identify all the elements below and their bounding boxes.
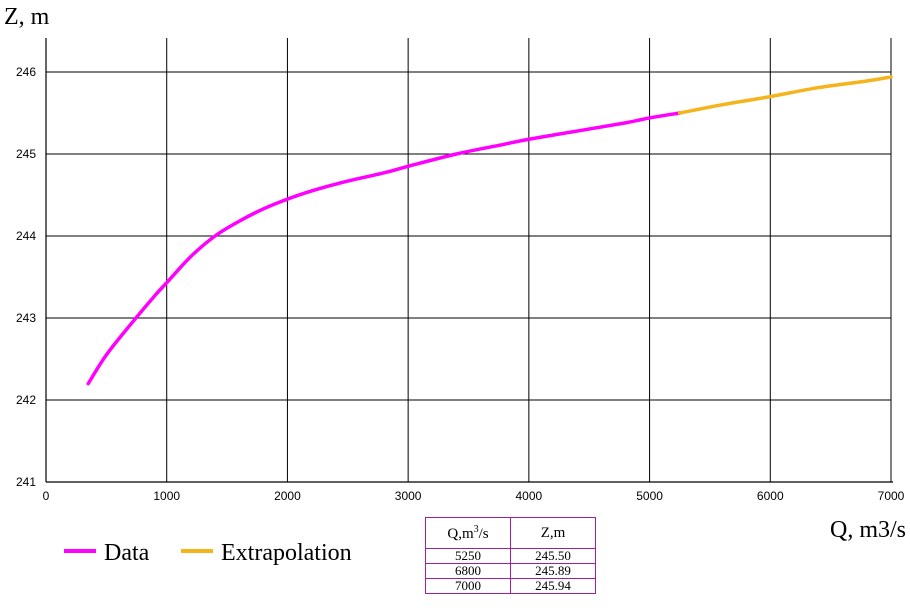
y-tick-label: 242	[16, 393, 36, 407]
legend-label: Data	[104, 540, 150, 566]
x-tick-label: 5000	[636, 489, 663, 503]
table-cell-z: 245.94	[510, 578, 596, 594]
x-tick-label: 0	[43, 489, 50, 503]
table-header-q: Q,m3/s	[425, 517, 511, 549]
series-layer	[86, 75, 893, 386]
table-cell-z: 245.89	[510, 563, 596, 579]
legend: Data Extrapolation	[64, 540, 352, 566]
table-row: 6800 245.89	[425, 563, 596, 579]
x-tick-label: 6000	[757, 489, 784, 503]
y-axis-title: Z, m	[4, 4, 50, 30]
table-row: 5250 245.50	[425, 548, 596, 564]
table-cell-q: 6800	[425, 563, 511, 579]
table-cell-q: 7000	[425, 578, 511, 594]
y-tick-label: 245	[16, 147, 36, 161]
x-tick-label: 2000	[274, 489, 301, 503]
series-line-data	[86, 111, 682, 386]
x-axis-title: Q, m3/s	[830, 517, 906, 543]
y-tick-labels: 241 242 243 244 245 246	[16, 65, 36, 489]
grid	[45, 38, 892, 483]
legend-label: Extrapolation	[221, 540, 352, 566]
table-cell-q: 5250	[425, 548, 511, 564]
y-tick-label: 241	[16, 475, 36, 489]
x-tick-label: 3000	[395, 489, 422, 503]
data-table: Q,m3/s Z,m 5250 245.50 6800 245.89 7000 …	[425, 517, 596, 594]
table-header-row: Q,m3/s Z,m	[425, 517, 596, 549]
x-tick-labels: 0 1000 2000 3000 4000 5000 6000 7000	[43, 489, 905, 503]
y-tick-label: 246	[16, 65, 36, 79]
x-tick-label: 4000	[516, 489, 543, 503]
series-line-extrapolation	[678, 75, 893, 115]
x-tick-label: 1000	[153, 489, 180, 503]
axes	[45, 38, 893, 483]
table-header-z: Z,m	[510, 517, 596, 549]
table-row: 7000 245.94	[425, 578, 596, 594]
table-cell-z: 245.50	[510, 548, 596, 564]
x-tick-label: 7000	[878, 489, 905, 503]
y-tick-label: 243	[16, 311, 36, 325]
y-tick-label: 244	[16, 229, 36, 243]
